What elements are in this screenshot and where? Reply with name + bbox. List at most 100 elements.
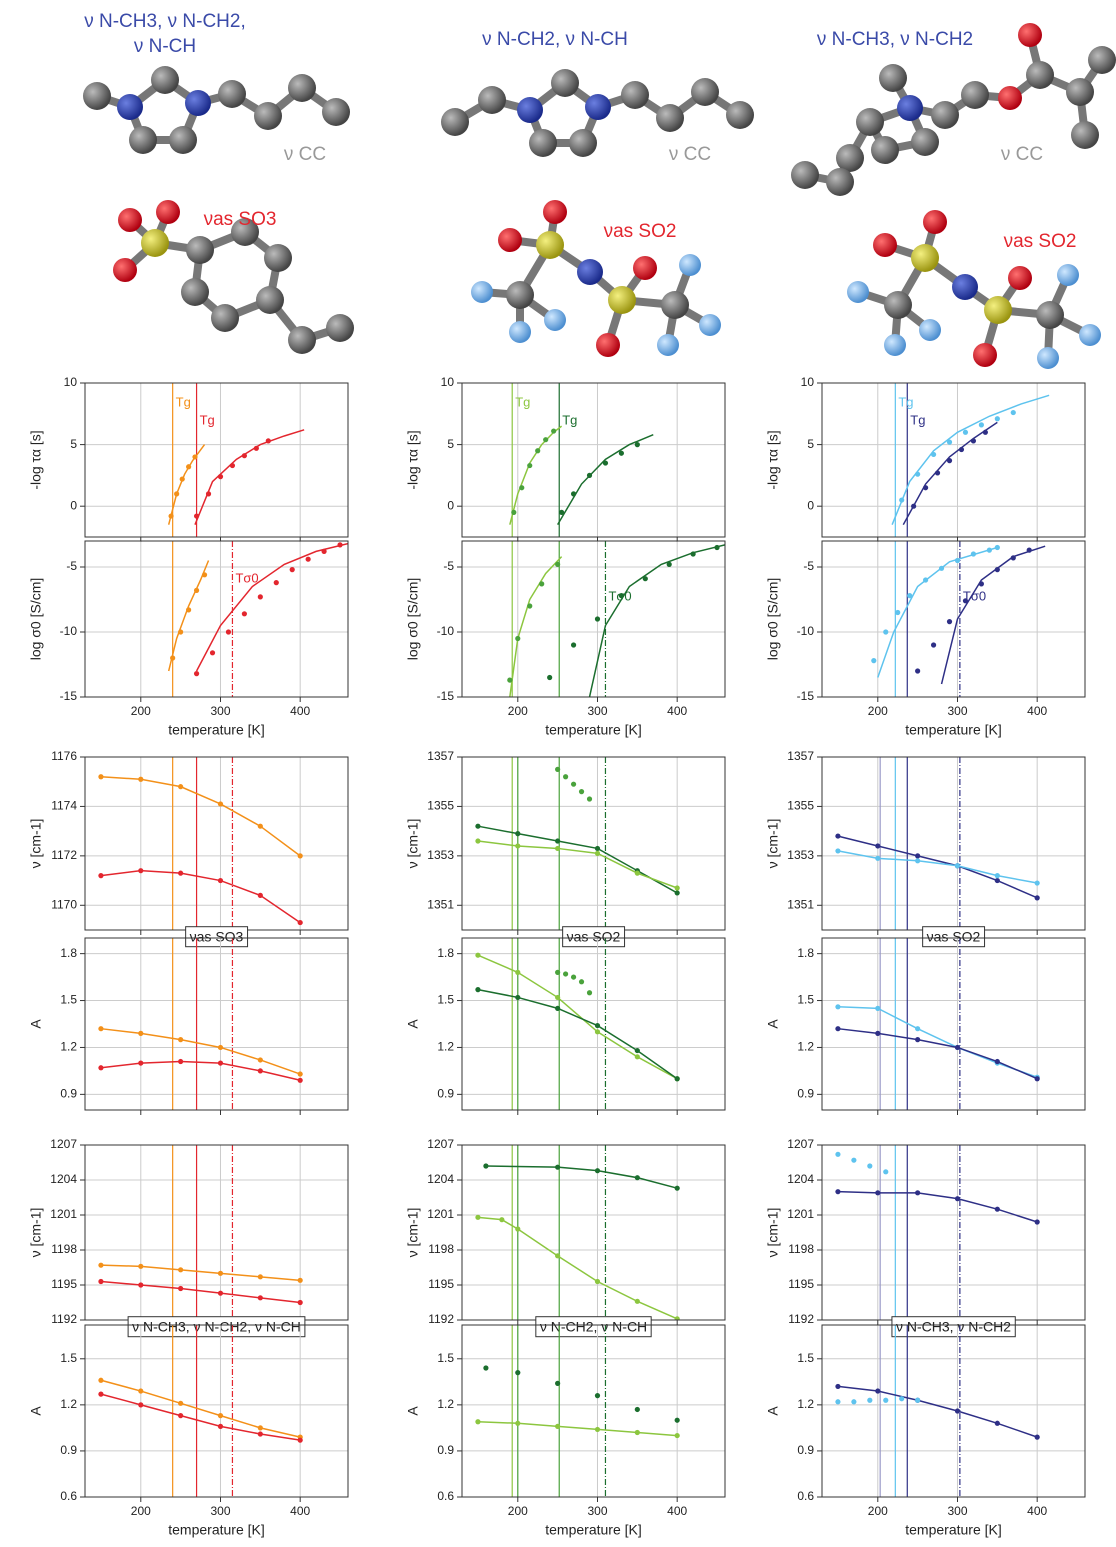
- data-point: [555, 1165, 560, 1170]
- data-point: [298, 1071, 303, 1076]
- data-point: [258, 893, 263, 898]
- data-point: [515, 831, 520, 836]
- y-tick-label: 1.8: [437, 946, 454, 960]
- y-tick-label: 1.8: [60, 946, 77, 960]
- series-line: [197, 544, 348, 671]
- atom: [1037, 347, 1059, 369]
- atom: [506, 281, 534, 309]
- data-point: [483, 1163, 488, 1168]
- data-point: [931, 452, 936, 457]
- data-point: [995, 567, 1000, 572]
- y-tick-label: 1174: [51, 799, 77, 813]
- x-axis-label: temperature [K]: [905, 722, 1002, 738]
- data-point: [254, 446, 259, 451]
- data-point: [851, 1158, 856, 1163]
- data-point: [835, 1384, 840, 1389]
- data-point: [138, 868, 143, 873]
- data-point: [1011, 410, 1016, 415]
- data-point: [138, 1264, 143, 1269]
- atom: [169, 126, 197, 154]
- data-point: [947, 458, 952, 463]
- data-point: [915, 1037, 920, 1042]
- atom: [543, 200, 567, 224]
- data-point: [995, 545, 1000, 550]
- atom: [1036, 301, 1064, 329]
- atom: [118, 208, 142, 232]
- data-point: [635, 1430, 640, 1435]
- data-point: [559, 510, 564, 515]
- data-point: [539, 581, 544, 586]
- data-point: [675, 890, 680, 895]
- data-point: [555, 1006, 560, 1011]
- series-line: [838, 836, 1037, 898]
- atom: [551, 69, 579, 97]
- atom: [113, 258, 137, 282]
- data-point: [178, 1059, 183, 1064]
- y-tick-label: 10: [64, 375, 78, 389]
- data-point: [555, 846, 560, 851]
- y-axis-label: -log τα [s]: [405, 430, 421, 489]
- cation-label: ν N-CH: [134, 36, 196, 57]
- y-axis-label: A: [28, 1406, 44, 1416]
- atom: [117, 94, 143, 120]
- series-line: [101, 1380, 300, 1437]
- reference-label: Tg: [515, 394, 530, 409]
- data-point: [202, 572, 207, 577]
- atom: [1026, 61, 1054, 89]
- data-point: [915, 1398, 920, 1403]
- figure: ν N-CH3, ν N-CH2, ν N-CH ν CC νas SO3 ν …: [0, 0, 1116, 1547]
- y-tick-label: 1357: [427, 749, 454, 763]
- x-tick-label: 200: [868, 704, 888, 718]
- x-tick-label: 300: [210, 1504, 230, 1518]
- atom: [264, 244, 292, 272]
- data-point: [138, 777, 143, 782]
- atom: [181, 278, 209, 306]
- data-point: [337, 542, 342, 547]
- data-point: [168, 513, 173, 518]
- data-point: [635, 1299, 640, 1304]
- y-tick-label: 0.6: [60, 1489, 77, 1503]
- data-point: [867, 1163, 872, 1168]
- y-tick-label: 1204: [50, 1172, 77, 1186]
- y-tick-label: 1207: [787, 1137, 814, 1151]
- data-point: [519, 485, 524, 490]
- series-line: [838, 1192, 1037, 1222]
- y-tick-label: 1.2: [797, 1040, 814, 1054]
- plot-area: [85, 1325, 348, 1497]
- y-tick-label: 0.9: [437, 1087, 454, 1101]
- data-point: [835, 833, 840, 838]
- data-point: [995, 1421, 1000, 1426]
- atom: [1071, 121, 1099, 149]
- atom: [661, 291, 689, 319]
- plot-area: [462, 541, 725, 697]
- atom: [884, 334, 906, 356]
- data-point: [178, 1286, 183, 1291]
- data-point: [595, 1029, 600, 1034]
- atom: [288, 74, 316, 102]
- y-tick-label: -10: [437, 624, 455, 638]
- y-tick-label: -15: [797, 689, 815, 703]
- data-point: [875, 1190, 880, 1195]
- data-point: [851, 1399, 856, 1404]
- atom: [141, 229, 169, 257]
- data-point: [258, 594, 263, 599]
- data-point: [947, 619, 952, 624]
- plot-area: [822, 1145, 1085, 1320]
- y-tick-label: 10: [801, 375, 815, 389]
- data-point: [178, 1267, 183, 1272]
- data-point: [595, 616, 600, 621]
- plot-area: [85, 757, 348, 930]
- data-point: [1035, 1076, 1040, 1081]
- x-tick-label: 400: [290, 704, 310, 718]
- atom: [151, 66, 179, 94]
- data-point: [98, 774, 103, 779]
- y-tick-label: 5: [447, 437, 454, 451]
- data-point: [515, 1421, 520, 1426]
- data-point: [959, 447, 964, 452]
- y-tick-label: 0.9: [60, 1087, 77, 1101]
- plot-frame: [822, 938, 1085, 1110]
- atom: [478, 86, 506, 114]
- atom: [509, 321, 531, 343]
- data-point: [475, 987, 480, 992]
- reference-label: Tg: [910, 412, 925, 427]
